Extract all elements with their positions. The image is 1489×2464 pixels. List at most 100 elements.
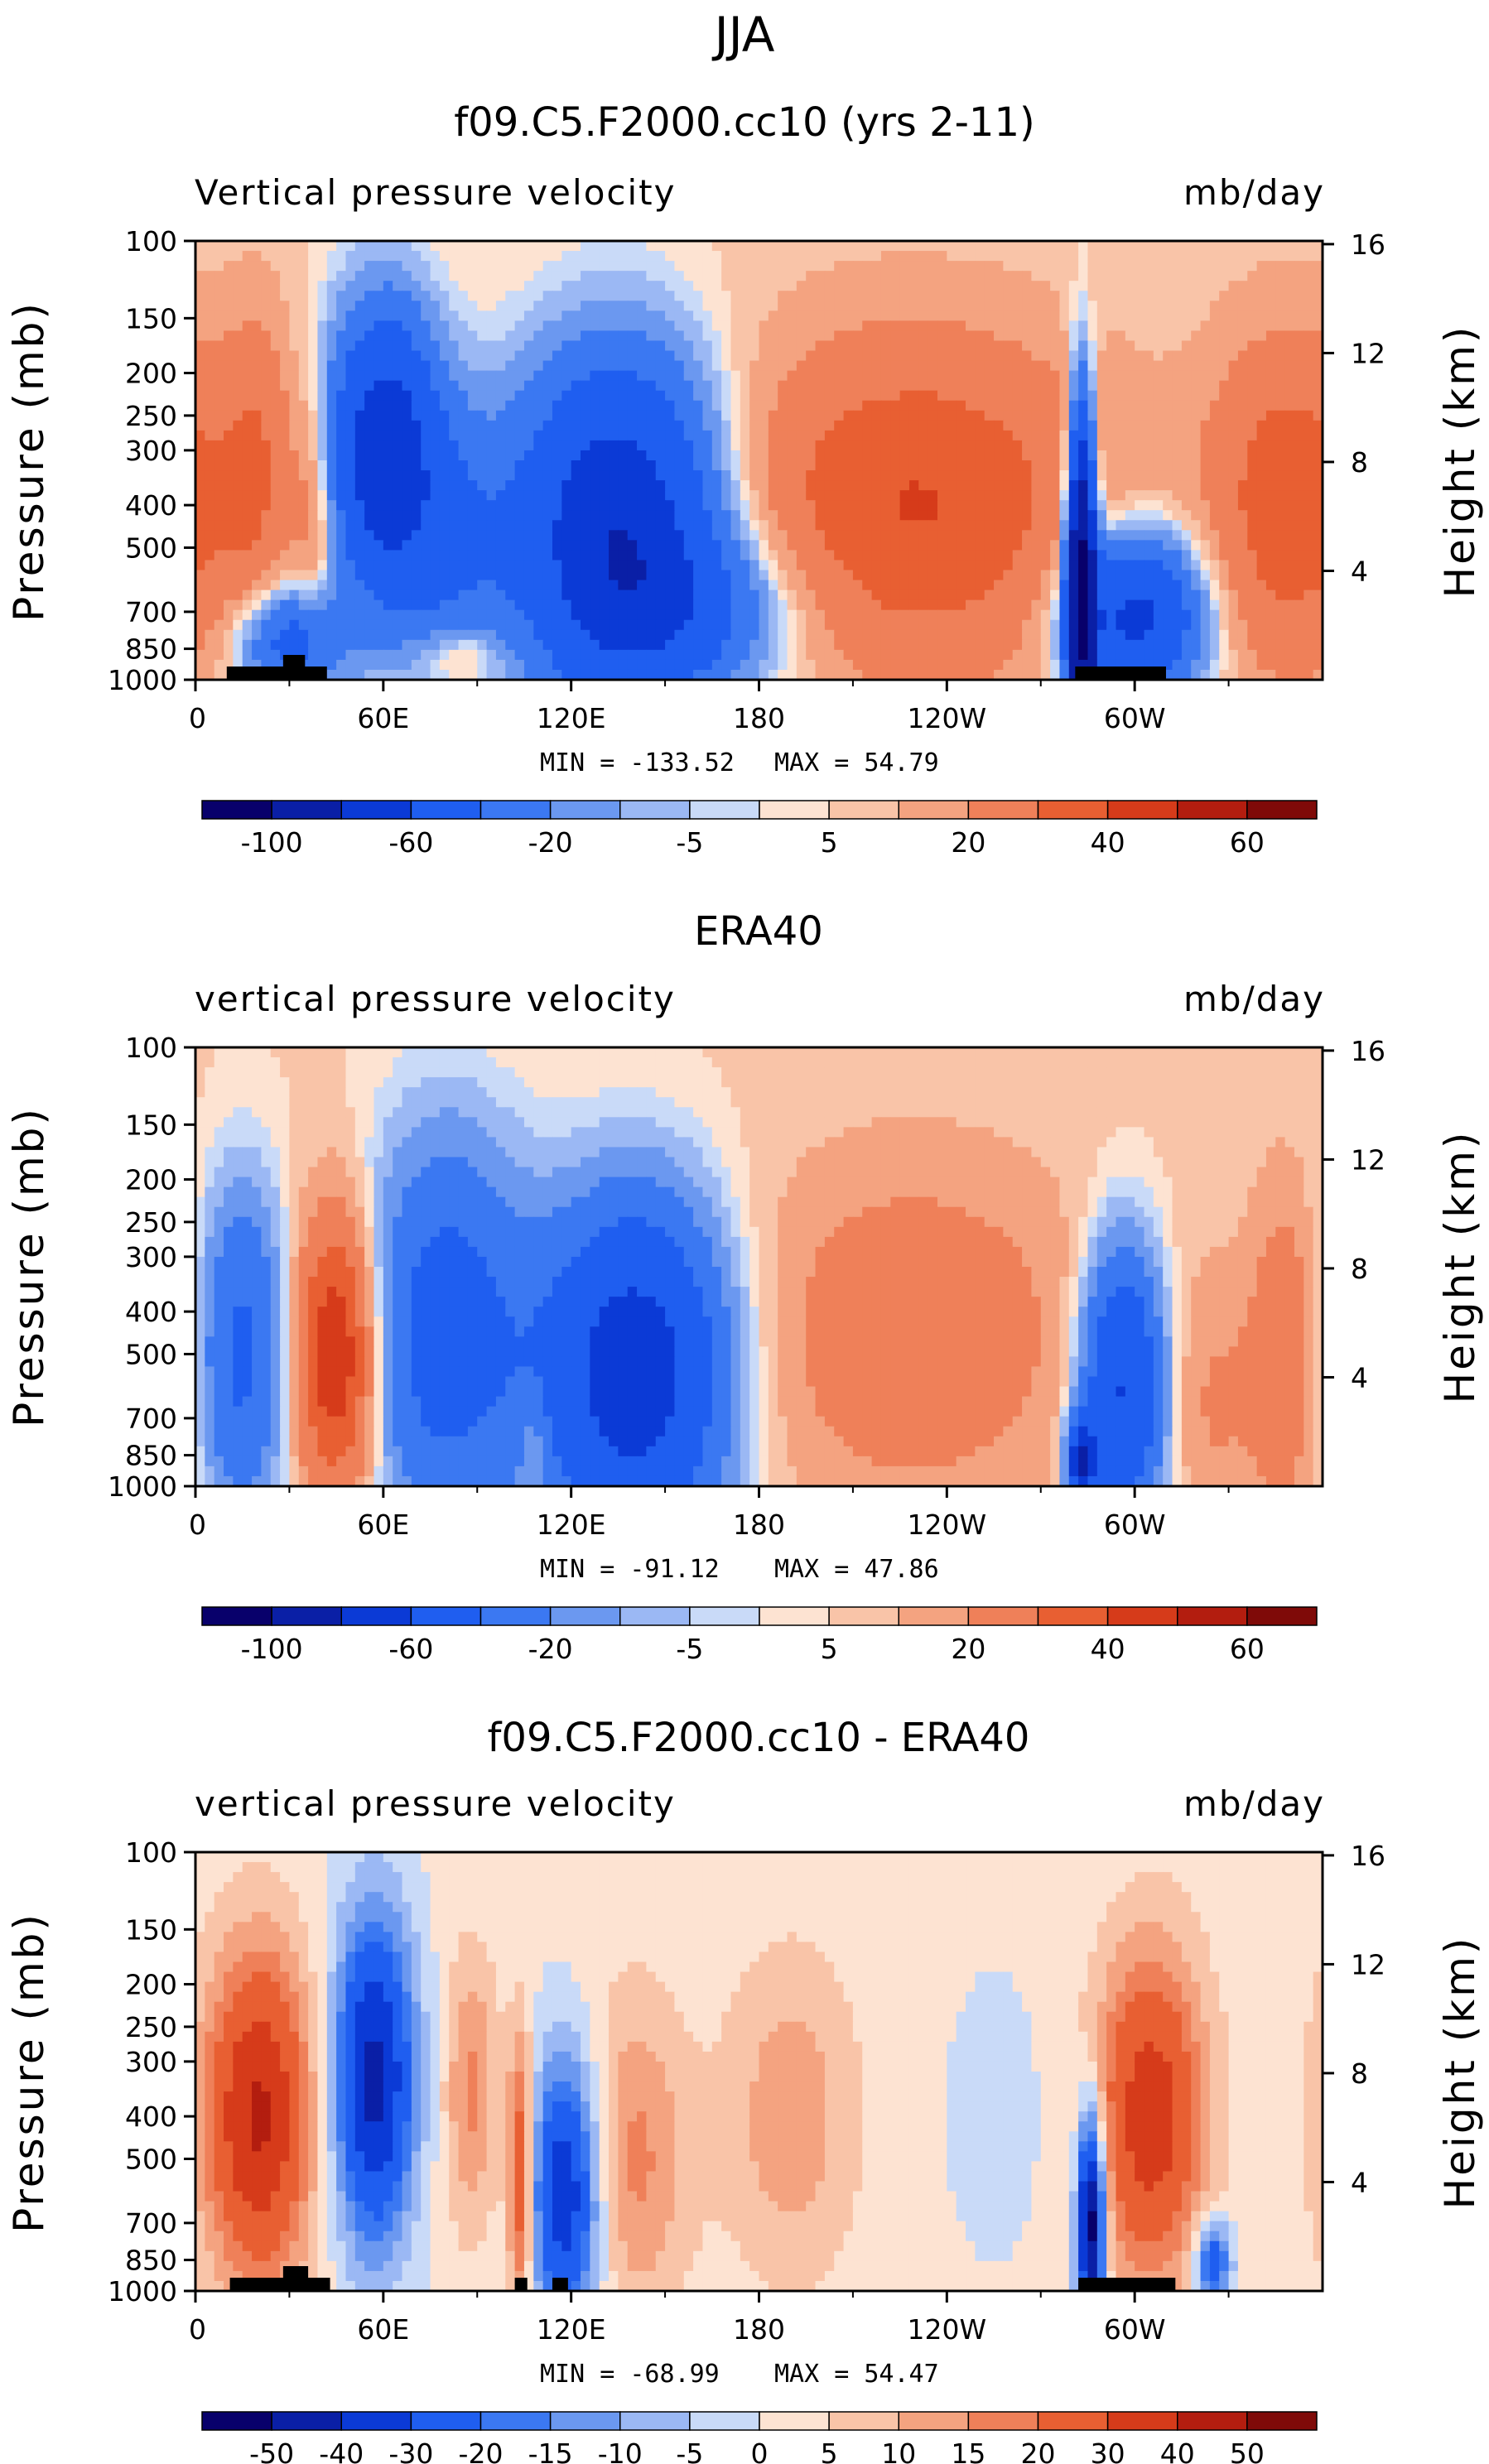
- field-cell: [345, 590, 356, 601]
- field-cell: [1256, 261, 1267, 272]
- field-cell: [1106, 530, 1117, 541]
- field-cell: [674, 430, 685, 441]
- field-cell: [1012, 440, 1023, 451]
- field-cell: [581, 580, 590, 591]
- field-cell: [852, 580, 863, 591]
- field-cell: [693, 510, 704, 521]
- field-cell: [1181, 410, 1192, 421]
- field-cell: [852, 320, 863, 332]
- field-cell: [1209, 450, 1220, 461]
- field-cell: [505, 241, 516, 252]
- field-cell: [928, 490, 938, 501]
- field-cell: [655, 301, 666, 311]
- field-cell: [523, 540, 534, 551]
- field-cell: [890, 400, 901, 411]
- field-cell: [834, 580, 845, 591]
- field-cell: [787, 520, 798, 531]
- field-cell: [233, 271, 243, 282]
- field-cell: [655, 550, 666, 561]
- field-cell: [373, 340, 384, 352]
- field-cell: [730, 400, 741, 411]
- field-cell: [1247, 520, 1258, 531]
- field-cell: [1294, 460, 1304, 471]
- field-cell: [1191, 550, 1202, 561]
- field-cell: [966, 380, 976, 392]
- field-cell: [994, 370, 1004, 382]
- field-cell: [1031, 350, 1042, 362]
- field-cell: [317, 619, 328, 631]
- field-cell: [824, 629, 835, 641]
- field-cell: [702, 400, 713, 411]
- field-cell: [975, 550, 985, 561]
- field-cell: [609, 649, 619, 661]
- field-cell: [1256, 510, 1267, 521]
- field-cell: [1003, 580, 1014, 591]
- field-cell: [834, 360, 845, 372]
- field-cell: [824, 460, 835, 471]
- field-cell: [1087, 460, 1098, 471]
- field-cell: [439, 301, 450, 311]
- field-cell: [627, 570, 638, 581]
- field-cell: [1303, 360, 1314, 372]
- field-cell: [402, 460, 412, 471]
- field-cell: [1125, 450, 1135, 461]
- field-cell: [1087, 400, 1098, 411]
- field-cell: [702, 599, 713, 611]
- field-cell: [1237, 281, 1248, 291]
- field-cell: [730, 530, 741, 541]
- field-cell: [505, 430, 516, 441]
- field-cell: [655, 460, 666, 471]
- field-cell: [609, 310, 619, 321]
- field-cell: [1031, 520, 1042, 531]
- field-cell: [233, 540, 243, 551]
- field-cell: [1022, 609, 1033, 621]
- field-cell: [1135, 590, 1145, 601]
- field-cell: [214, 330, 224, 342]
- field-cell: [1144, 380, 1154, 392]
- field-cell: [1087, 310, 1098, 321]
- field-cell: [768, 350, 778, 362]
- field-cell: [880, 251, 891, 262]
- field-cell: [280, 560, 291, 571]
- field-cell: [195, 241, 205, 252]
- field-cell: [862, 390, 873, 402]
- field-cell: [1125, 420, 1135, 431]
- field-cell: [1012, 570, 1023, 581]
- field-cell: [345, 560, 356, 571]
- field-cell: [523, 271, 534, 282]
- field-cell: [1237, 310, 1248, 321]
- field-cell: [768, 390, 778, 402]
- field-cell: [542, 291, 553, 301]
- field-cell: [571, 580, 581, 591]
- field-cell: [523, 440, 534, 451]
- field-cell: [721, 540, 732, 551]
- field-cell: [1163, 490, 1173, 501]
- field-cell: [890, 609, 901, 621]
- field-cell: [796, 340, 807, 352]
- field-cell: [852, 251, 863, 262]
- field-cell: [571, 330, 581, 342]
- field-cell: [994, 590, 1004, 601]
- field-cell: [1003, 560, 1014, 571]
- field-cell: [533, 580, 544, 591]
- field-cell: [984, 520, 995, 531]
- field-cell: [1096, 330, 1107, 342]
- field-cell: [533, 251, 544, 262]
- field-cell: [439, 619, 450, 631]
- field-cell: [421, 599, 431, 611]
- field-cell: [1125, 360, 1135, 372]
- field-cell: [1135, 271, 1145, 282]
- field-cell: [956, 380, 966, 392]
- field-cell: [880, 400, 891, 411]
- field-cell: [1181, 530, 1192, 541]
- field-cell: [214, 420, 224, 431]
- field-cell: [824, 271, 835, 282]
- field-cell: [205, 420, 215, 431]
- field-cell: [495, 590, 506, 601]
- field-cell: [1116, 390, 1126, 402]
- field-cell: [1040, 420, 1051, 431]
- field-cell: [956, 400, 966, 411]
- field-cell: [214, 370, 224, 382]
- field-cell: [261, 540, 272, 551]
